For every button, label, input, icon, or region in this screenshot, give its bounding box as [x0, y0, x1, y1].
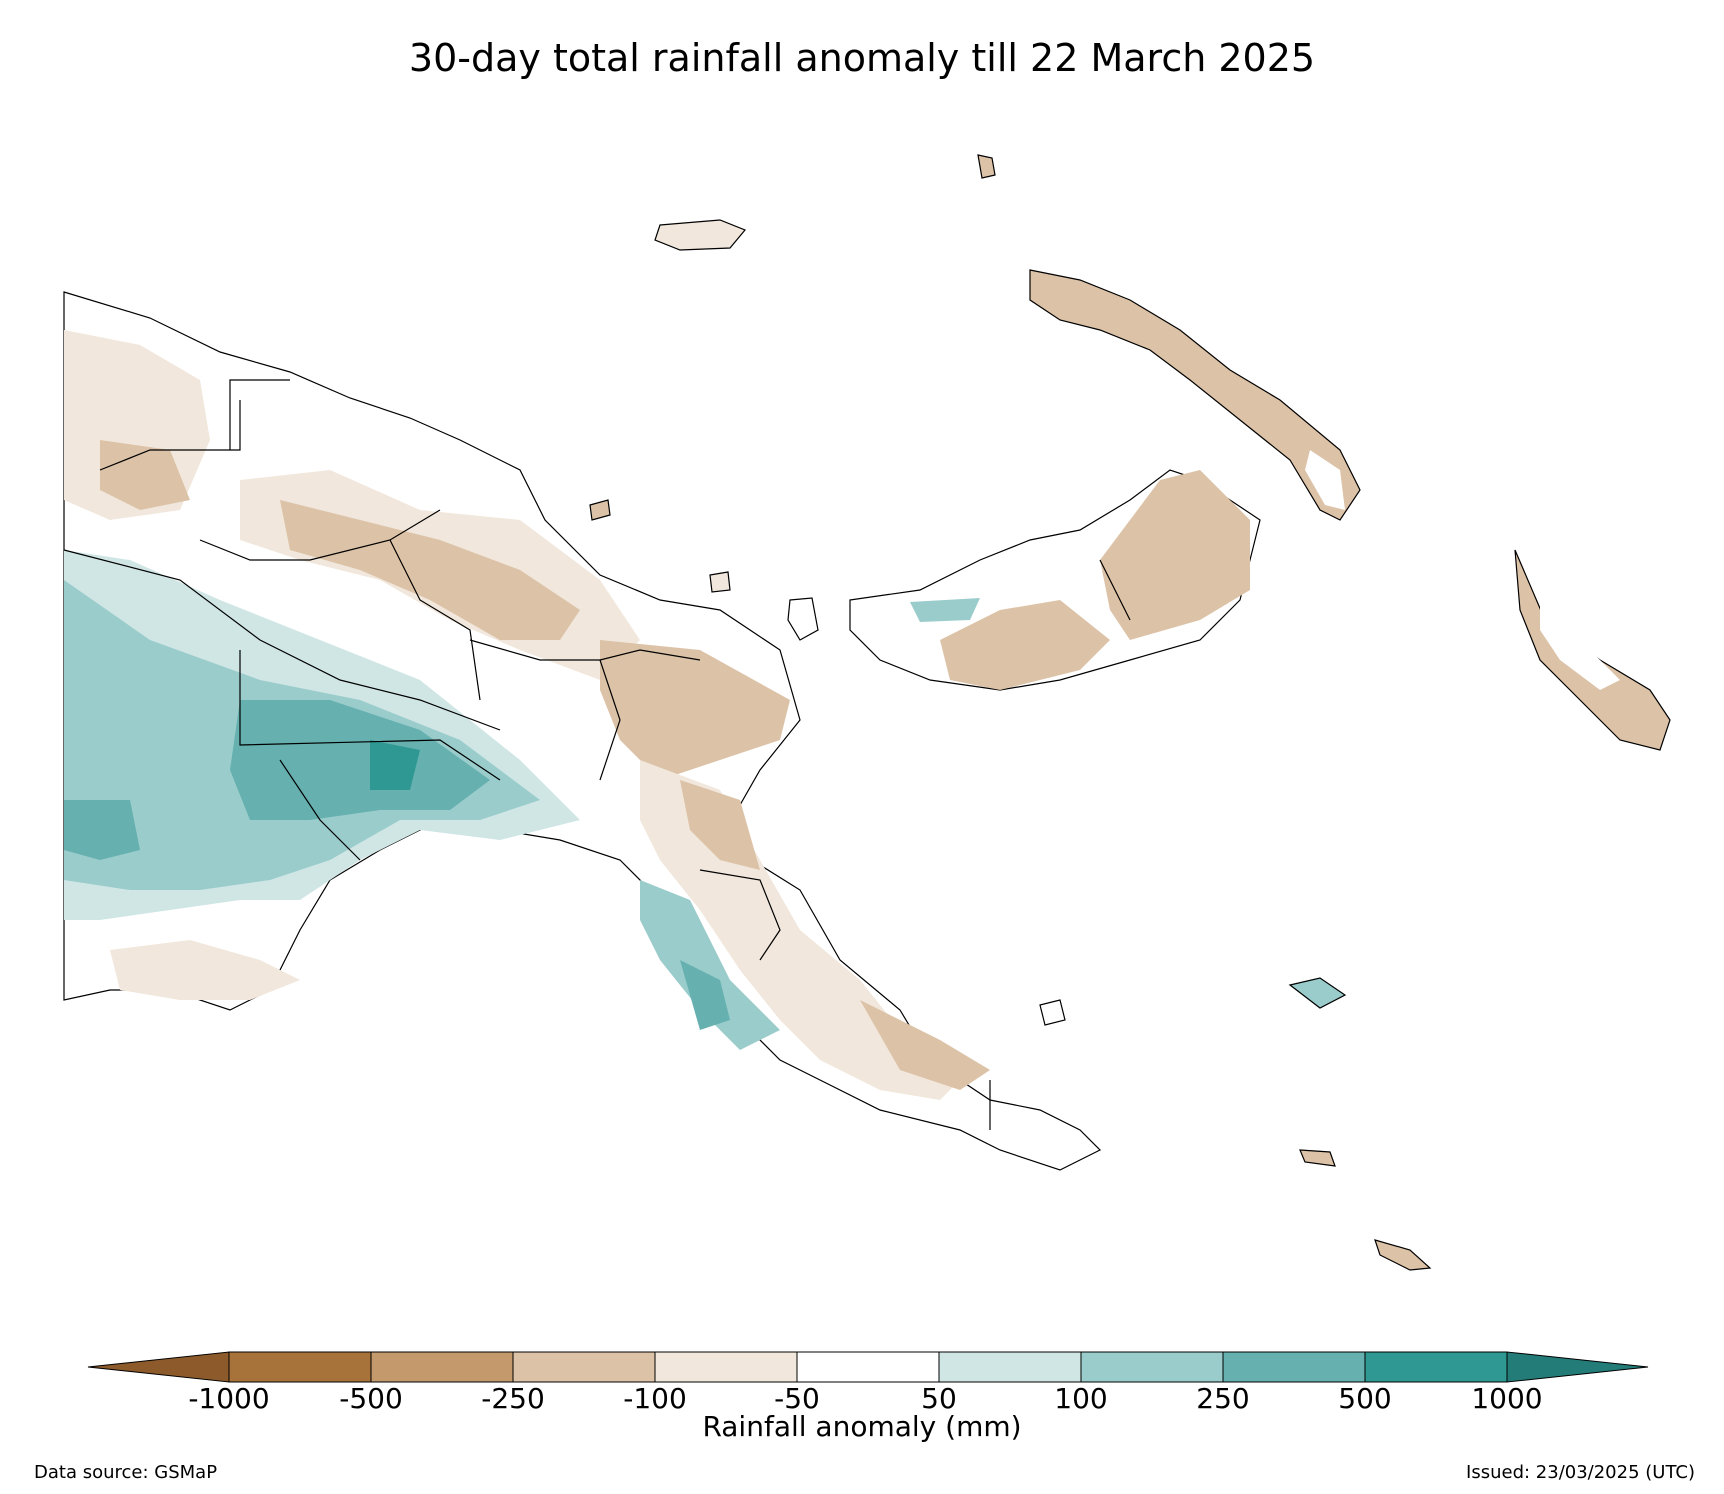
island-normanby	[1299, 1149, 1336, 1167]
colorbar-label: Rainfall anomaly (mm)	[702, 1410, 1022, 1443]
island-mussau	[977, 154, 996, 179]
island-manus	[654, 219, 746, 251]
colorbar-tick: 250	[1196, 1382, 1250, 1415]
island-umboi	[787, 597, 819, 641]
island-long	[709, 571, 731, 593]
wet-area-gulf-core	[370, 740, 420, 790]
dry-area-south-coast	[110, 940, 300, 1000]
dry-area-milne-bay	[860, 1000, 990, 1090]
island-karkar	[589, 499, 611, 521]
island-trobriand	[1039, 999, 1066, 1026]
dry-area-new-britain-east	[1100, 470, 1250, 640]
data-source-note: Data source: GSMaP	[34, 1462, 218, 1483]
wet-area-central-core	[680, 960, 730, 1030]
colorbar-tick: -1000	[188, 1382, 270, 1415]
colorbar-tick: 50	[921, 1382, 957, 1415]
dry-area-new-britain-west	[940, 600, 1110, 690]
wet-area-western-south	[64, 800, 140, 860]
island-bougainville	[1514, 549, 1671, 751]
dry-area-highlands-core	[280, 500, 580, 640]
near-normal-bougainville	[1540, 600, 1620, 690]
island-rossel	[1374, 1239, 1432, 1271]
dry-area-sepik-core	[100, 440, 190, 510]
dry-area-morobe-core	[680, 780, 760, 870]
colorbar-tick: -100	[623, 1382, 687, 1415]
colorbar-tick: -50	[774, 1382, 820, 1415]
map-title: 30-day total rainfall anomaly till 22 Ma…	[408, 36, 1316, 80]
island-new-ireland	[1029, 269, 1361, 521]
colorbar-tick: 100	[1054, 1382, 1108, 1415]
issued-date-note: Issued: 23/03/2025 (UTC)	[1466, 1462, 1695, 1483]
colorbar-tick: 500	[1338, 1382, 1392, 1415]
near-normal-new-ireland-south	[1305, 450, 1345, 510]
colorbar-tick: -500	[339, 1382, 403, 1415]
wet-area-fly-gulf	[230, 700, 490, 820]
colorbar-tick: 1000	[1471, 1382, 1543, 1415]
dry-area-madang	[600, 640, 790, 780]
province-boundaries	[63, 379, 991, 1130]
wet-area-new-britain-west	[910, 598, 980, 622]
colorbar-tick: -250	[481, 1382, 545, 1415]
wet-area-central-coast	[640, 880, 780, 1050]
island-goodenough	[1288, 977, 1347, 1009]
